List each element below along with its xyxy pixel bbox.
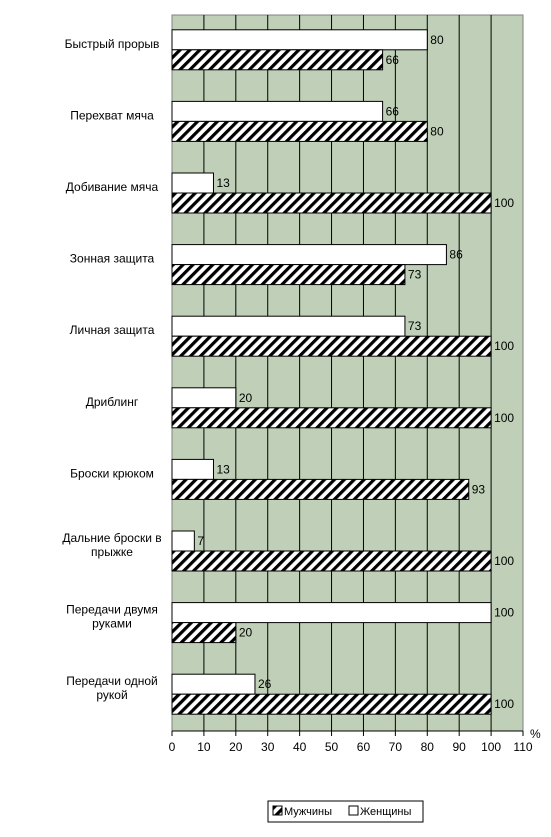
x-tick-label: 0 bbox=[169, 740, 176, 754]
category-label: Добивание мяча bbox=[66, 180, 159, 194]
value-label-men: 20 bbox=[239, 626, 253, 640]
bar-women bbox=[171, 315, 406, 337]
legend-swatch-men bbox=[272, 805, 283, 816]
value-label-men: 100 bbox=[494, 196, 514, 210]
value-label-men: 73 bbox=[408, 268, 422, 282]
bar-men bbox=[171, 407, 492, 429]
category-label: Передачи двумя руками bbox=[66, 603, 158, 631]
bar-men bbox=[171, 335, 492, 357]
value-label-women: 100 bbox=[494, 606, 514, 620]
value-label-women: 80 bbox=[430, 33, 444, 47]
category-label: Дальние броски в прыжке bbox=[62, 531, 161, 559]
category-label: Зонная защита bbox=[70, 252, 155, 266]
bar-men bbox=[171, 622, 237, 644]
bar-women bbox=[171, 673, 256, 695]
bar-women bbox=[171, 602, 492, 624]
category-label: Передачи одной рукой bbox=[66, 674, 158, 702]
bar-women bbox=[171, 530, 195, 552]
x-tick-label: 30 bbox=[261, 740, 275, 754]
value-label-women: 7 bbox=[197, 534, 204, 548]
bar-women bbox=[171, 172, 214, 194]
bar-men bbox=[171, 478, 470, 500]
x-tick-label: 80 bbox=[421, 740, 435, 754]
legend: Мужчины Женщины bbox=[267, 800, 424, 823]
x-tick-label: 20 bbox=[229, 740, 243, 754]
category-label: Перехват мяча bbox=[70, 108, 154, 122]
legend-label-women: Женщины bbox=[360, 806, 411, 818]
category-labels: Быстрый прорыв Перехват мяча Добивание мяч… bbox=[62, 37, 161, 702]
bar-women bbox=[171, 387, 237, 409]
bars bbox=[171, 29, 492, 715]
value-label-men: 93 bbox=[472, 482, 486, 496]
value-label-men: 66 bbox=[386, 53, 400, 67]
x-tick-label: 100 bbox=[481, 740, 501, 754]
category-label: Броски крюком bbox=[70, 466, 154, 480]
legend-box bbox=[267, 800, 424, 823]
bar-men bbox=[171, 192, 492, 214]
value-label-men: 100 bbox=[494, 339, 514, 353]
value-label-women: 73 bbox=[408, 319, 422, 333]
x-tick-label: 40 bbox=[293, 740, 307, 754]
bar-women bbox=[171, 244, 447, 266]
bar-women bbox=[171, 458, 214, 480]
legend-label-men: Мужчины bbox=[284, 806, 332, 818]
value-label-women: 13 bbox=[216, 462, 230, 476]
value-label-women: 20 bbox=[239, 391, 253, 405]
x-tick-label: 60 bbox=[357, 740, 371, 754]
value-label-men: 80 bbox=[430, 124, 444, 138]
x-tick-label: 10 bbox=[197, 740, 211, 754]
value-label-men: 100 bbox=[494, 411, 514, 425]
value-label-women: 26 bbox=[258, 677, 272, 691]
bar-men bbox=[171, 49, 384, 71]
bar-men bbox=[171, 550, 492, 572]
bar-men bbox=[171, 693, 492, 715]
x-axis-unit-label: % bbox=[530, 727, 541, 741]
category-label: Личная защита bbox=[70, 323, 155, 337]
category-label: Дриблинг bbox=[86, 395, 139, 409]
legend-swatch-women bbox=[348, 805, 359, 816]
bar-men bbox=[171, 264, 406, 286]
bar-women bbox=[171, 100, 384, 122]
x-tick-label: 70 bbox=[389, 740, 403, 754]
bar-women bbox=[171, 29, 428, 51]
x-tick-label: 50 bbox=[325, 740, 339, 754]
value-label-men: 100 bbox=[494, 697, 514, 711]
x-tick-label: 90 bbox=[453, 740, 467, 754]
value-label-women: 13 bbox=[216, 176, 230, 190]
x-tick-label: 110 bbox=[513, 740, 532, 754]
value-label-men: 100 bbox=[494, 554, 514, 568]
value-labels: 80 66 66 80 13 100 86 73 73 100 20 100 13 93 7 100 100 20… bbox=[197, 33, 514, 711]
value-label-women: 86 bbox=[449, 248, 463, 262]
category-label: Быстрый прорыв bbox=[65, 37, 160, 51]
value-label-women: 66 bbox=[386, 104, 400, 118]
x-axis: 0 10 20 30 40 50 60 70 80 90 100 110 bbox=[169, 730, 533, 754]
bar-men bbox=[171, 120, 428, 142]
